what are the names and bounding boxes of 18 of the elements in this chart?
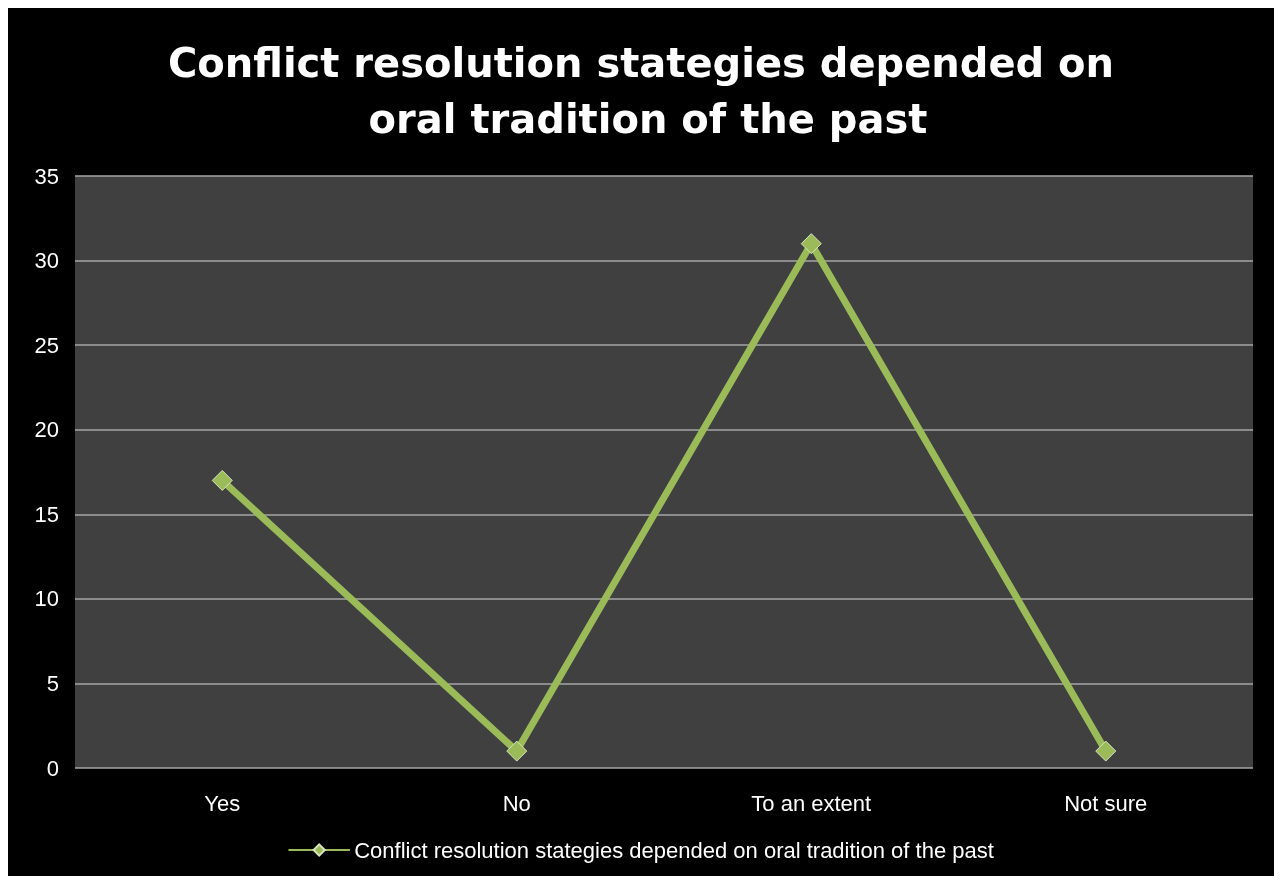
point <box>800 233 822 255</box>
y-tick-label: 15 <box>34 501 59 527</box>
x-tick-label: Not sure <box>1064 790 1148 816</box>
point <box>506 740 528 762</box>
chart-title: Conflict resolution stategies depended on oral tradition of the past <box>167 40 1115 142</box>
y-tick-label: 10 <box>34 586 59 612</box>
y-tick-label: 30 <box>34 248 59 274</box>
x-tick-label: To an extent <box>751 790 872 816</box>
x-tick-label: No <box>502 790 531 816</box>
legend-label: Conflict resolution stategies depended on oral tradition of the past <box>354 837 994 863</box>
y-tick-label: 5 <box>46 670 59 696</box>
y-tick-label: 0 <box>46 755 59 781</box>
x-tick-label: Yes <box>204 790 241 816</box>
point <box>211 469 233 491</box>
y-tick-label: 20 <box>34 417 59 443</box>
y-tick-label: 25 <box>34 332 59 358</box>
y-tick-label: 35 <box>34 163 59 189</box>
point <box>1095 740 1117 762</box>
